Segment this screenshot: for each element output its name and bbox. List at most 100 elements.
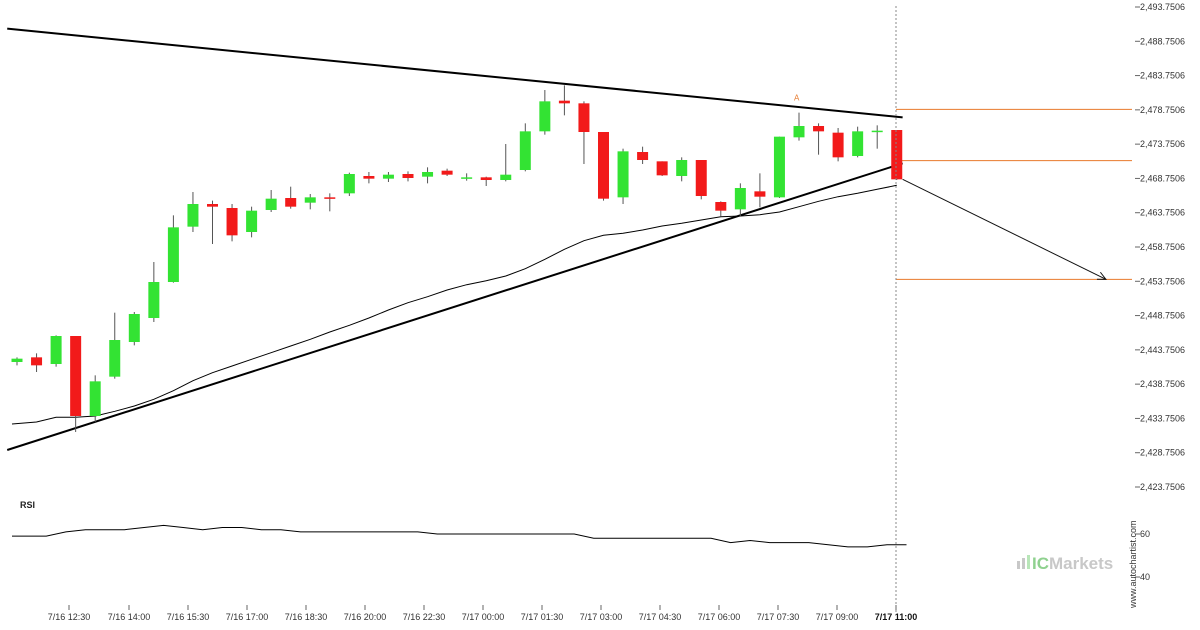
candle	[734, 183, 746, 217]
price-tick-label: 2,433.7506	[1140, 413, 1185, 423]
candle-body	[793, 126, 805, 138]
candle	[637, 146, 649, 165]
candle	[187, 192, 199, 233]
time-tick-label: 7/17 00:00	[462, 612, 505, 622]
candle	[773, 136, 785, 199]
candle	[480, 176, 492, 187]
brand-bar-2	[1022, 558, 1025, 569]
candle	[31, 353, 43, 373]
candle	[265, 190, 277, 213]
candle	[578, 101, 590, 165]
time-tick-label: 7/17 03:00	[580, 612, 623, 622]
candle-body	[676, 160, 688, 177]
candle-body	[871, 130, 883, 133]
candle	[617, 148, 629, 205]
price-tick-label: 2,448.7506	[1140, 311, 1185, 321]
time-tick-label: 7/16 22:30	[403, 612, 446, 622]
candle	[656, 161, 668, 177]
candle	[226, 204, 238, 242]
overlay-layer: A	[794, 94, 1107, 280]
candle-body	[128, 314, 140, 343]
candle-body	[285, 198, 297, 207]
brand-bar-1	[1017, 561, 1020, 569]
candle-body	[695, 160, 707, 197]
rsi-title: RSI	[20, 500, 35, 510]
candle	[304, 194, 316, 210]
time-tick-label: 7/17 09:00	[816, 612, 859, 622]
candle-body	[363, 176, 375, 179]
candle	[754, 173, 766, 208]
candle	[402, 171, 414, 182]
trendline-support	[6, 162, 903, 451]
rsi-panel: RSI 60 40	[12, 500, 1150, 582]
candle	[676, 157, 688, 182]
time-tick-label: 7/16 18:30	[285, 612, 328, 622]
brand-ic: IC	[1032, 554, 1049, 573]
candle-body	[304, 197, 316, 203]
candle-body	[148, 282, 160, 319]
candle	[441, 168, 453, 177]
autochartist-watermark: www.autochartist.com	[1128, 520, 1138, 609]
rsi-tick-label: 60	[1140, 529, 1150, 539]
brand-text: ICMarkets	[1032, 554, 1113, 573]
candle	[207, 200, 218, 245]
candle-body	[519, 131, 531, 171]
candle	[832, 128, 844, 162]
brand-logo: ICMarkets	[1017, 554, 1113, 573]
candle	[128, 312, 140, 346]
time-tick-label: 7/16 15:30	[167, 612, 210, 622]
price-tick-label: 2,438.7506	[1140, 379, 1185, 389]
candle-body	[207, 204, 218, 207]
candle	[852, 126, 864, 158]
candle-body	[617, 151, 629, 198]
candle-body	[11, 358, 23, 363]
candle-body	[167, 227, 179, 283]
candle-body	[480, 177, 492, 181]
price-tick-label: 2,463.7506	[1140, 208, 1185, 218]
candle	[695, 160, 707, 200]
price-tick-label: 2,493.7506	[1140, 2, 1185, 12]
rsi-line	[12, 524, 907, 548]
candle	[11, 357, 23, 366]
candle-body	[754, 191, 766, 197]
candle	[343, 172, 355, 197]
price-tick-label: 2,428.7506	[1140, 448, 1185, 458]
candle-body	[461, 177, 473, 179]
candle-body	[598, 132, 609, 199]
candle	[324, 193, 336, 212]
time-tick-label: 7/16 17:00	[226, 612, 269, 622]
candle-body	[324, 197, 336, 199]
candle-body	[773, 136, 785, 198]
candle-body	[813, 126, 825, 132]
time-tick-label: 7/17 04:30	[639, 612, 682, 622]
candle-body	[422, 172, 434, 177]
price-tick-label: 2,473.7506	[1140, 139, 1185, 149]
candle-body	[734, 188, 746, 210]
candle	[50, 335, 62, 367]
price-tick-label: 2,453.7506	[1140, 276, 1185, 286]
trendline-resistance	[7, 27, 903, 119]
time-tick-label: 7/17 01:30	[521, 612, 564, 622]
candle-body	[109, 340, 121, 377]
candle-body	[50, 336, 62, 365]
candle-body	[89, 381, 101, 417]
candle-body	[226, 208, 238, 236]
candle-body	[187, 204, 199, 227]
candle	[363, 172, 375, 184]
time-tick-label: 7/16 12:30	[48, 612, 91, 622]
candle	[148, 262, 160, 323]
candle	[382, 172, 394, 183]
candle-body	[402, 174, 414, 179]
candle-body	[578, 103, 590, 133]
candle-body	[31, 357, 43, 366]
candle-body	[265, 198, 277, 211]
candle	[285, 186, 297, 209]
price-tick-label: 2,483.7506	[1140, 71, 1185, 81]
time-tick-label: 7/16 14:00	[108, 612, 151, 622]
candle	[461, 173, 473, 181]
price-tick-label: 2,468.7506	[1140, 173, 1185, 183]
moving-average-layer	[11, 184, 897, 425]
brand-bar-3	[1027, 555, 1030, 569]
candles-layer	[11, 85, 903, 433]
